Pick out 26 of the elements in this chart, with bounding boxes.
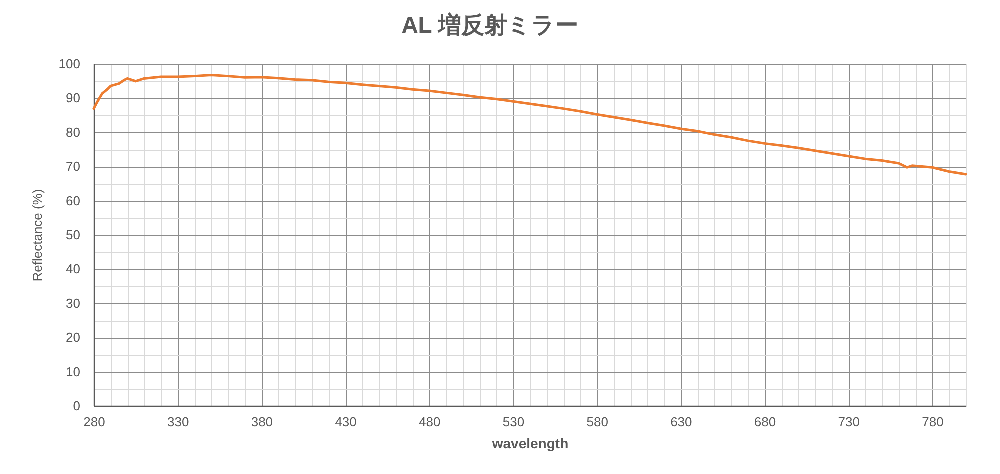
x-axis-title: wavelength: [491, 436, 569, 452]
x-tick-label: 780: [922, 414, 944, 430]
y-tick-label: 60: [66, 193, 80, 208]
y-tick-label: 70: [66, 159, 80, 174]
x-tick-label: 280: [84, 414, 106, 430]
y-tick-label: 10: [66, 364, 80, 380]
line-series: [92, 74, 968, 176]
y-tick-label: 80: [66, 124, 80, 140]
x-tick-label: 530: [502, 414, 525, 430]
x-tick-label: 680: [754, 414, 776, 430]
y-tick-label: 20: [66, 330, 80, 346]
x-tick-label: 380: [251, 414, 274, 430]
x-tick-label: 730: [838, 414, 860, 430]
x-tick-label: 330: [167, 414, 190, 430]
y-tick-label: 30: [66, 296, 80, 311]
y-tick-label: 100: [58, 56, 80, 72]
chart-title: AL 増反射ミラー: [402, 12, 578, 38]
y-axis-title: Reflectance (%): [30, 189, 45, 282]
x-tick-label: 430: [335, 414, 357, 430]
x-tick-label: 480: [419, 414, 441, 430]
x-tick-label: 580: [586, 414, 608, 430]
y-tick-label: 90: [66, 90, 80, 106]
y-tick-label: 0: [73, 398, 80, 414]
y-tick-label: 50: [66, 228, 80, 242]
y-tick-label: 40: [66, 262, 80, 277]
x-tick-label: 630: [670, 414, 692, 430]
